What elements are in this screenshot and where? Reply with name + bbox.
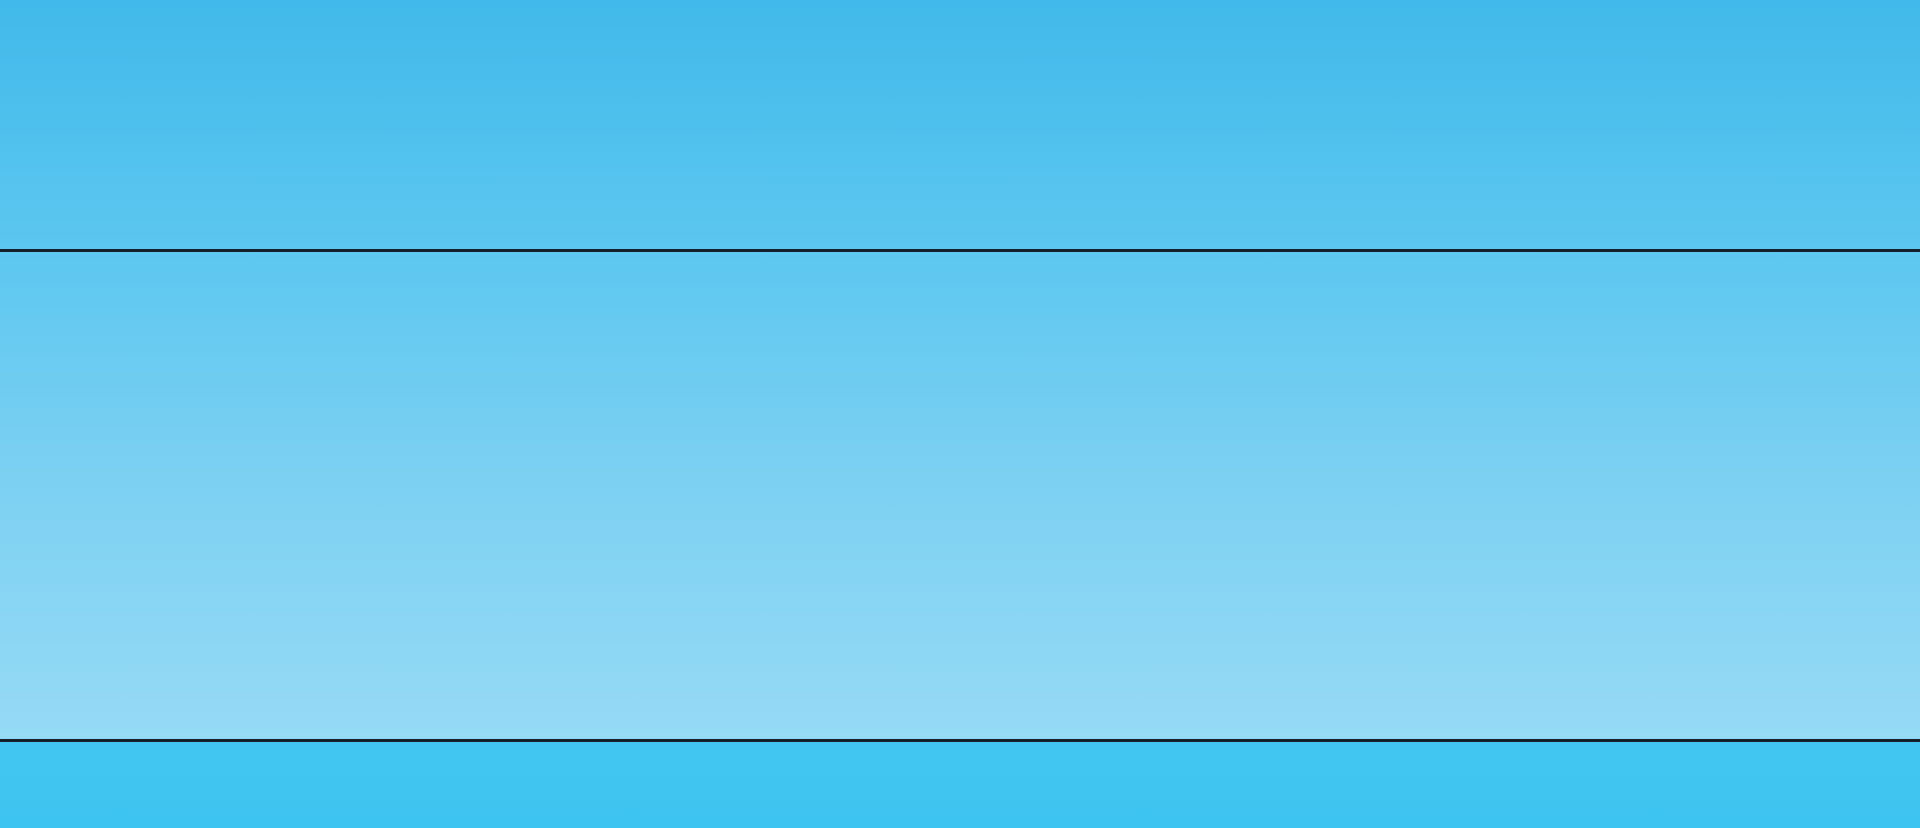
bottom-axis-line — [0, 739, 1920, 742]
top-axis-line — [0, 249, 1920, 252]
